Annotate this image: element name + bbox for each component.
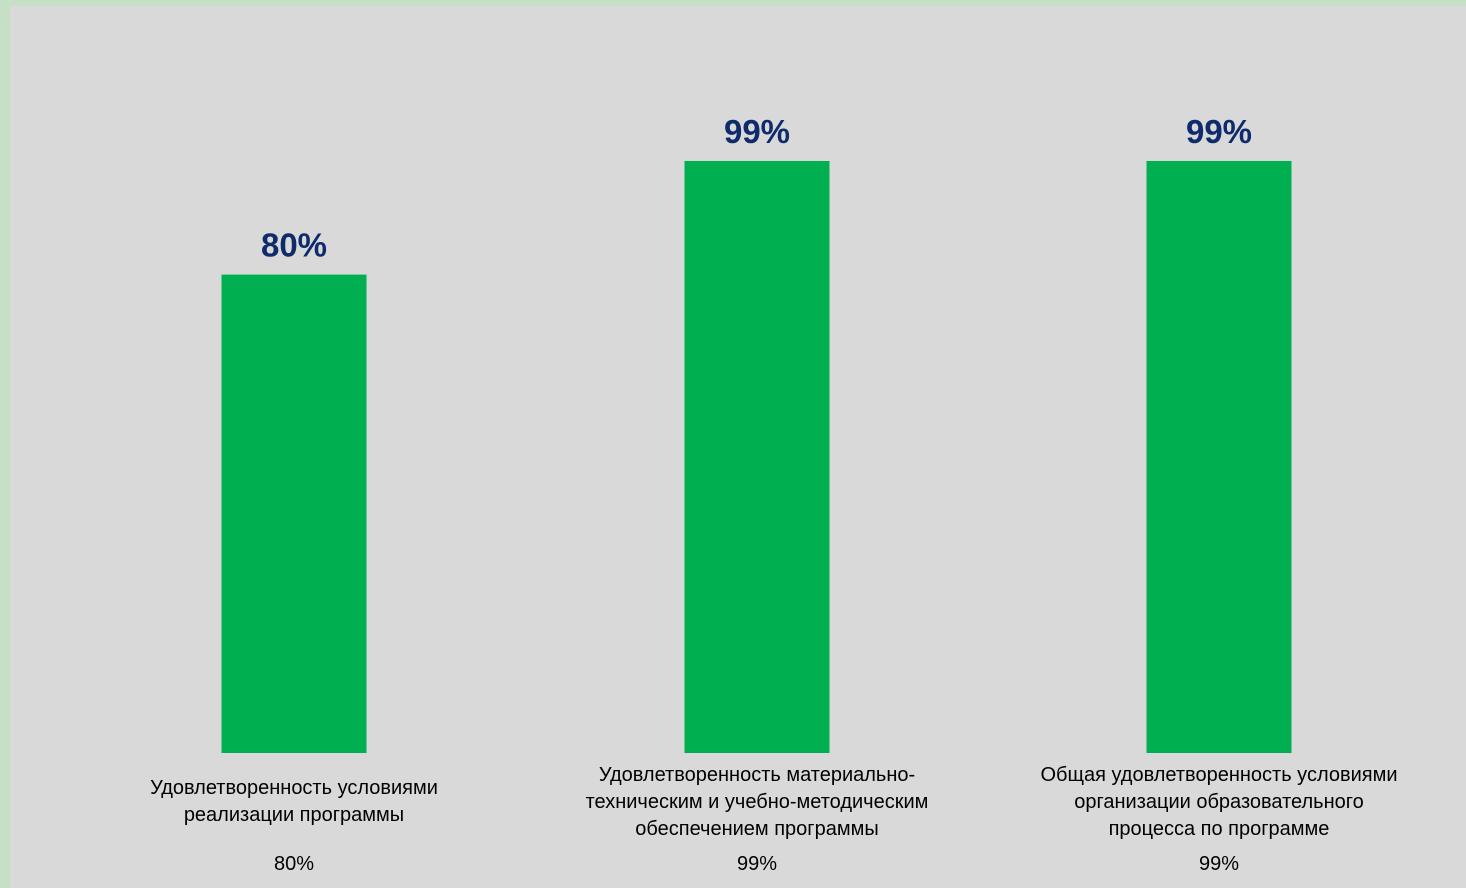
category-label-2: Удовлетворенность материально-технически… (586, 764, 929, 840)
category-label-line: реализации программы (184, 804, 404, 826)
category-label-line: Общая удовлетворенность условиями (1040, 764, 1397, 786)
category-label-line: техническим и учебно-методическим (586, 791, 929, 813)
category-label-1: Удовлетворенность условиями реализации пр… (150, 777, 438, 826)
bar-1 (221, 274, 367, 753)
bar-2 (684, 160, 830, 754)
table-value-3: 99% (1199, 853, 1239, 875)
category-label-line: организации образовательного (1074, 791, 1363, 813)
category-label-3: Общая удовлетворенность условиями организ… (1040, 764, 1397, 840)
category-label-line: процесса по программе (1109, 818, 1330, 840)
value-label-1: 80% (261, 227, 327, 264)
value-label-3: 99% (1186, 113, 1252, 150)
category-label-line: Удовлетворенность материально- (599, 764, 915, 786)
category-label-line: Удовлетворенность условиями (150, 777, 438, 799)
table-value-1: 80% (274, 853, 314, 875)
bar-3 (1146, 160, 1292, 754)
category-label-line: обеспечением программы (635, 818, 878, 840)
value-label-2: 99% (724, 113, 790, 150)
table-value-2: 99% (737, 853, 777, 875)
